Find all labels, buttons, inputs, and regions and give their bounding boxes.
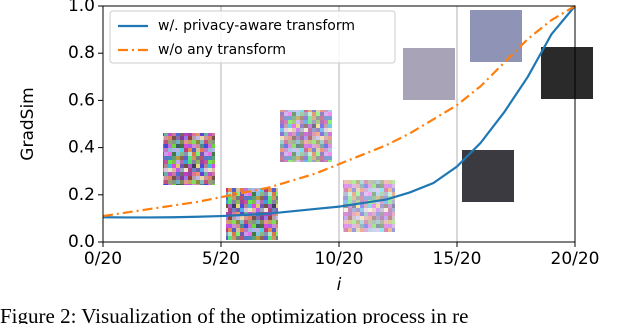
- y-tick-label: 0.0: [68, 232, 95, 252]
- x-tick-label: 10/20: [315, 249, 364, 269]
- thumbnail: [163, 133, 215, 185]
- x-tick-label: 5/20: [202, 249, 240, 269]
- thumbnail: [541, 47, 593, 99]
- x-tick-label: 0/20: [84, 249, 122, 269]
- x-axis-label: i: [337, 275, 342, 295]
- y-tick-label: 0.8: [68, 43, 95, 63]
- y-tick-label: 0.6: [68, 90, 95, 110]
- thumbnail: [470, 10, 522, 62]
- legend-label: w/. privacy-aware transform: [158, 18, 355, 34]
- y-tick-label: 0.2: [68, 185, 95, 205]
- y-tick-label: 1.0: [68, 0, 95, 16]
- thumbnail: [343, 180, 395, 232]
- y-tick-label: 0.4: [68, 138, 95, 158]
- thumbnail: [280, 110, 332, 162]
- caption: Figure 2: Visualization of the optimizat…: [0, 304, 468, 324]
- thumbnail: [403, 48, 455, 100]
- x-tick-label: 15/20: [433, 249, 482, 269]
- x-tick-label: 20/20: [551, 249, 600, 269]
- legend-label: w/o any transform: [158, 42, 286, 58]
- thumbnail: [462, 150, 514, 202]
- y-axis-label: GradSim: [18, 87, 38, 160]
